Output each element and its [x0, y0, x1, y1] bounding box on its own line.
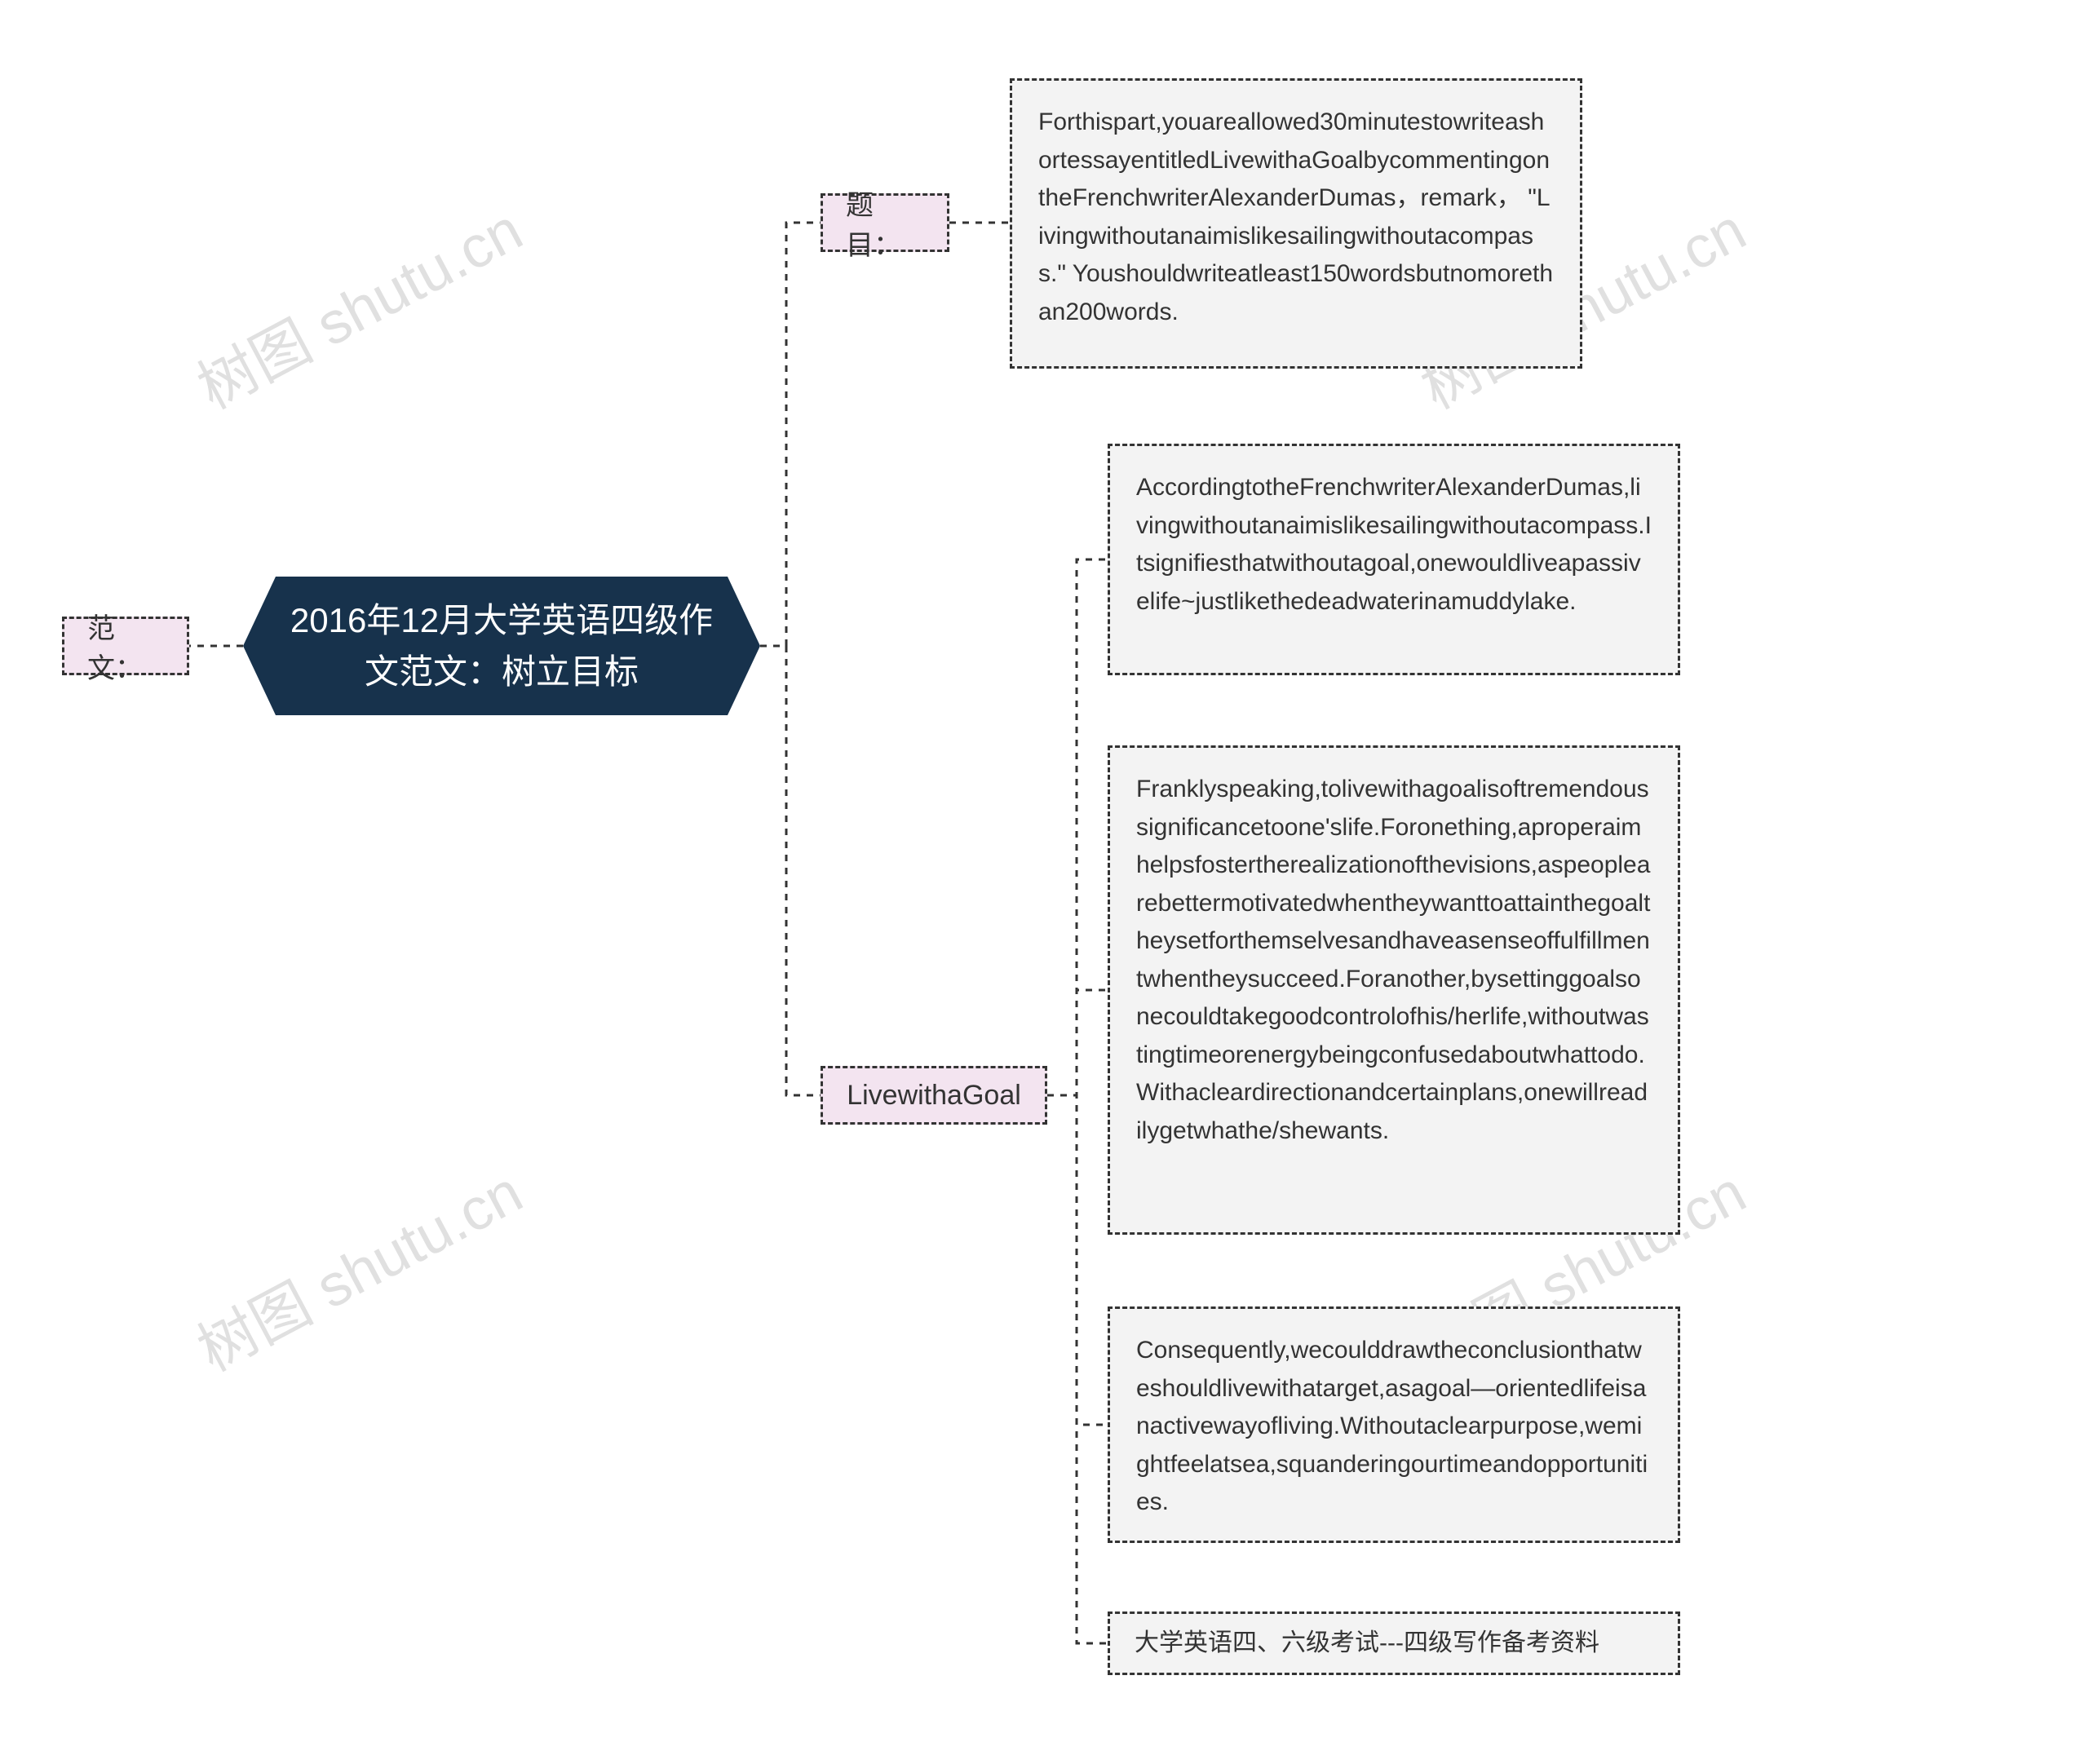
watermark: 树图 shutu.cn	[180, 183, 534, 425]
mindmap-canvas: 树图 shutu.cn 树图 shutu.cn 树图 shutu.cn 树图 s…	[0, 0, 2088, 1764]
branch-label: LivewithaGoal	[847, 1080, 1021, 1112]
edge	[760, 223, 821, 646]
branch-label: 题目：	[846, 183, 924, 263]
leaf-text: Forthispart,youareallowed30minutestowrit…	[1038, 104, 1554, 331]
branch-essay[interactable]: LivewithaGoal	[821, 1066, 1047, 1125]
root-node[interactable]: 2016年12月大学英语四级作文范文：树立目标	[243, 577, 760, 715]
leaf-text: AccordingtotheFrenchwriterAlexanderDumas…	[1136, 469, 1652, 621]
branch-fanwen[interactable]: 范文：	[62, 617, 189, 675]
leaf-text: 大学英语四、六级考试---四级写作备考资料	[1135, 1625, 1599, 1663]
edge	[1047, 1095, 1108, 1643]
edge	[760, 646, 821, 1095]
branch-label: 范文：	[87, 606, 164, 686]
leaf-prompt-text[interactable]: Forthispart,youareallowed30minutestowrit…	[1010, 78, 1582, 369]
branch-prompt[interactable]: 题目：	[821, 193, 949, 252]
edge	[1047, 1095, 1108, 1425]
leaf-text: Franklyspeaking,tolivewithagoalisoftreme…	[1136, 771, 1652, 1150]
leaf-para2[interactable]: Franklyspeaking,tolivewithagoalisoftreme…	[1108, 745, 1680, 1235]
leaf-link[interactable]: 大学英语四、六级考试---四级写作备考资料	[1108, 1611, 1680, 1675]
leaf-text: Consequently,wecoulddrawtheconclusiontha…	[1136, 1332, 1652, 1522]
leaf-para1[interactable]: AccordingtotheFrenchwriterAlexanderDumas…	[1108, 444, 1680, 675]
leaf-para3[interactable]: Consequently,wecoulddrawtheconclusiontha…	[1108, 1306, 1680, 1543]
root-label: 2016年12月大学英语四级作文范文：树立目标	[276, 595, 728, 697]
edge	[1047, 990, 1108, 1095]
edge	[1047, 559, 1108, 1095]
watermark: 树图 shutu.cn	[180, 1145, 534, 1387]
